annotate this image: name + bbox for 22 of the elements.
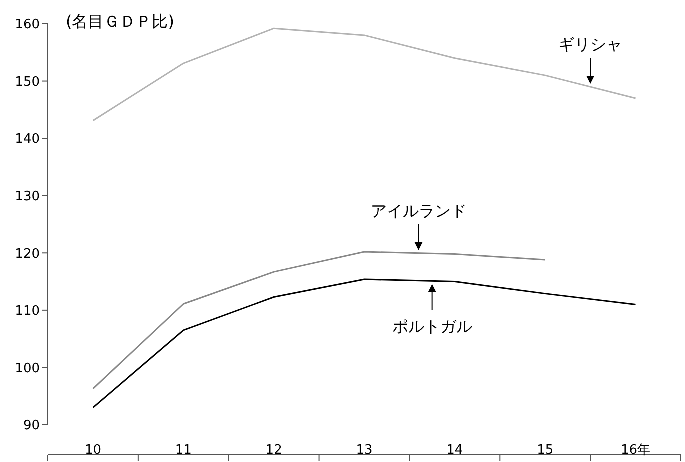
y-tick-label: 90: [23, 418, 40, 434]
y-tick-label: 150: [15, 74, 40, 90]
y-tick-label: 130: [15, 189, 40, 204]
y-tick-label: 110: [15, 304, 40, 320]
line-series: [92, 278, 637, 409]
x-tick-label: 14: [446, 443, 464, 458]
x-tick-label: 12: [266, 443, 282, 458]
x-tick-label: 15: [537, 443, 554, 458]
line-series: [92, 251, 546, 390]
x-tick-label: 11: [175, 443, 192, 458]
y-tick-label: 140: [15, 132, 40, 148]
y-tick-label: 120: [15, 246, 40, 262]
legend-label: ポルトガル: [392, 317, 472, 336]
y-tick-label: 160: [15, 18, 40, 33]
x-tick-label: 10: [84, 443, 102, 458]
y-tick-label: 100: [15, 361, 40, 376]
series-label: アイルランド: [370, 201, 467, 220]
x-tick-label: 16年: [621, 443, 651, 458]
series-label: ギリシャ: [558, 35, 623, 54]
x-tick-label: 13: [356, 443, 373, 458]
line-series: [92, 28, 637, 122]
y-axis-title: (名目ＧＤＰ比): [66, 12, 174, 33]
